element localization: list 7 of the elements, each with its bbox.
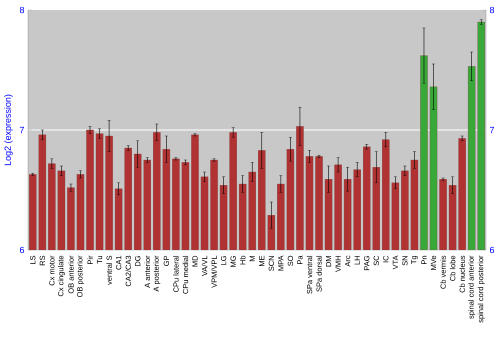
y2-tick-label: 6 [490,246,494,254]
y-tick-label: 6 [20,246,24,254]
y-tick-label: 8 [20,6,24,14]
y-tick-label: 7 [20,126,24,134]
y2-tick-label: 8 [490,6,494,14]
y2-tick-label: 7 [490,126,494,134]
y-axis-title: Log2 (expression) [4,94,13,166]
